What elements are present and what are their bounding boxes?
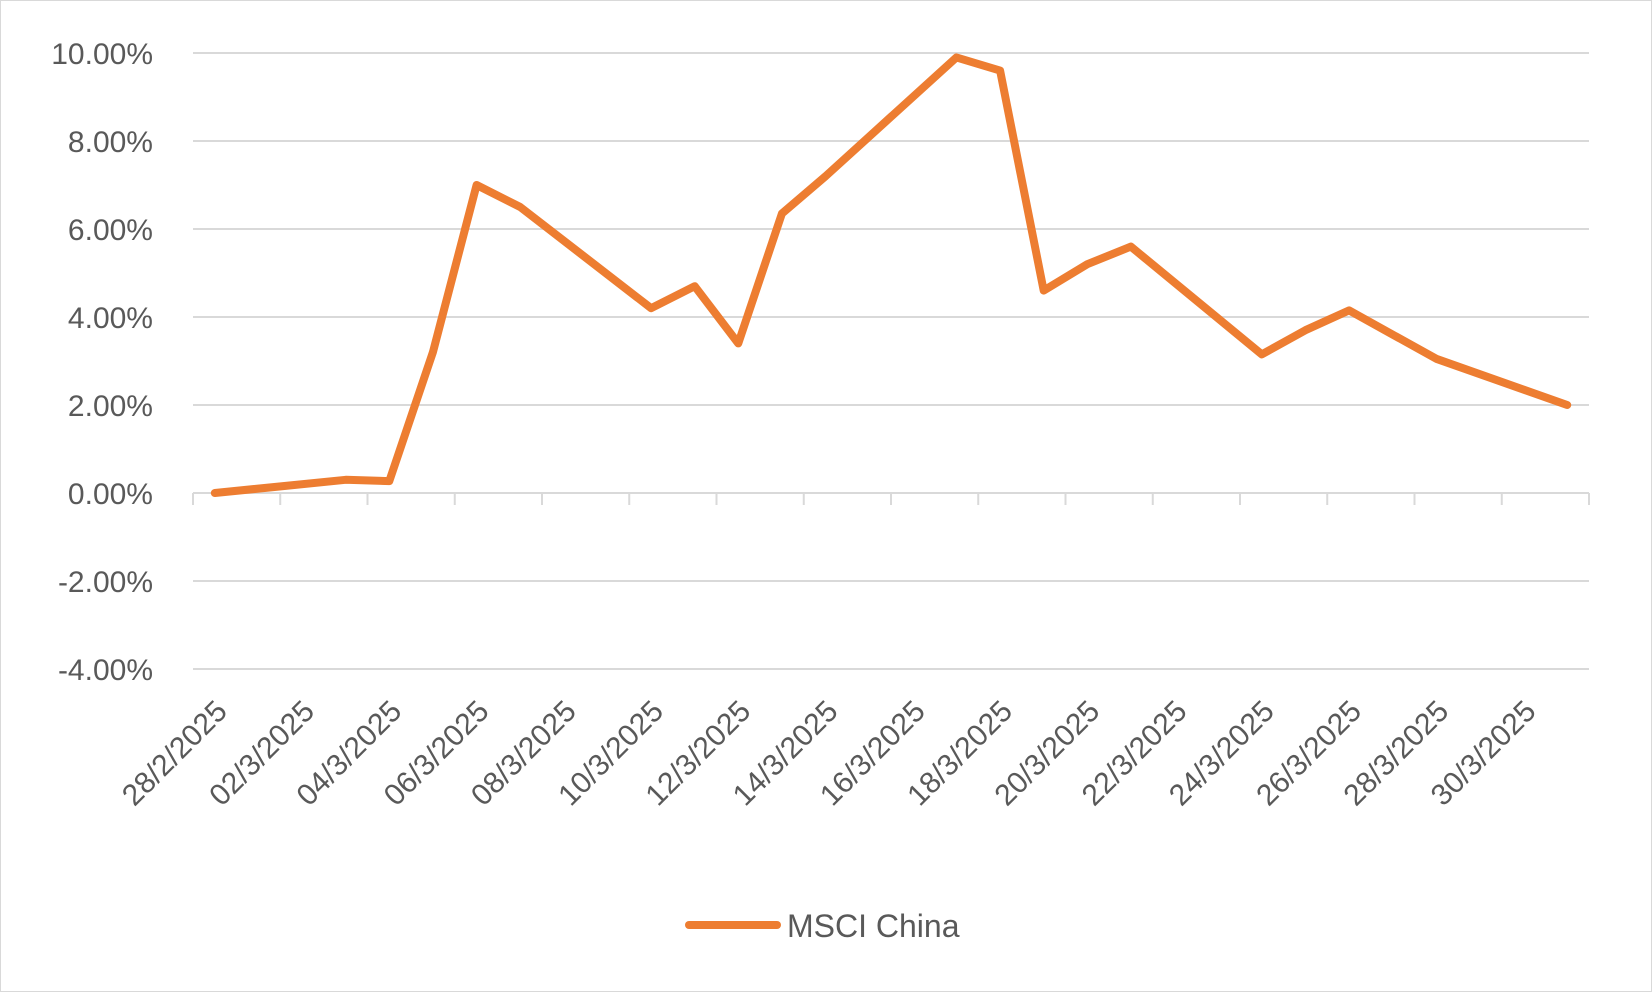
data-point — [650, 307, 652, 309]
y-tick-label: 8.00% — [68, 126, 153, 159]
data-point — [519, 206, 521, 208]
data-point — [694, 285, 696, 287]
y-axis-tick-labels: 10.00% 8.00% 6.00% 4.00% 2.00% 0.00% -2.00% -4.… — [51, 38, 153, 687]
y-tick-label: 2.00% — [68, 390, 153, 423]
legend-label-msci-china: MSCI China — [787, 908, 960, 944]
legend: MSCI China — [685, 908, 960, 944]
data-point — [1348, 309, 1350, 311]
data-point — [1392, 334, 1394, 336]
data-point — [1435, 358, 1437, 360]
data-point — [1130, 246, 1132, 248]
gridlines — [193, 52, 1589, 670]
data-point — [432, 351, 434, 353]
data-point — [825, 175, 827, 177]
x-axis — [192, 492, 1590, 505]
data-point — [214, 492, 216, 494]
y-tick-label: 0.00% — [68, 478, 153, 511]
data-point — [955, 56, 957, 58]
y-tick-label: 10.00% — [51, 38, 153, 71]
data-point — [781, 213, 783, 215]
data-point — [476, 184, 478, 186]
y-tick-label: 6.00% — [68, 214, 153, 247]
data-point — [1086, 263, 1088, 265]
y-tick-label: -2.00% — [58, 566, 153, 599]
data-point — [388, 480, 390, 482]
data-point — [1261, 353, 1263, 355]
series-line-msci-china — [210, 53, 1572, 497]
data-point — [999, 70, 1001, 72]
y-tick-label: -4.00% — [58, 654, 153, 687]
data-point — [1566, 404, 1568, 406]
y-tick-label: 4.00% — [68, 302, 153, 335]
data-point — [737, 342, 739, 344]
x-axis-tick-labels: 28/2/202502/3/202504/3/202506/3/202508/3… — [116, 695, 1542, 813]
data-point — [1043, 290, 1045, 292]
series-layer — [210, 53, 1572, 497]
data-point — [345, 479, 347, 481]
data-point — [1304, 329, 1306, 331]
